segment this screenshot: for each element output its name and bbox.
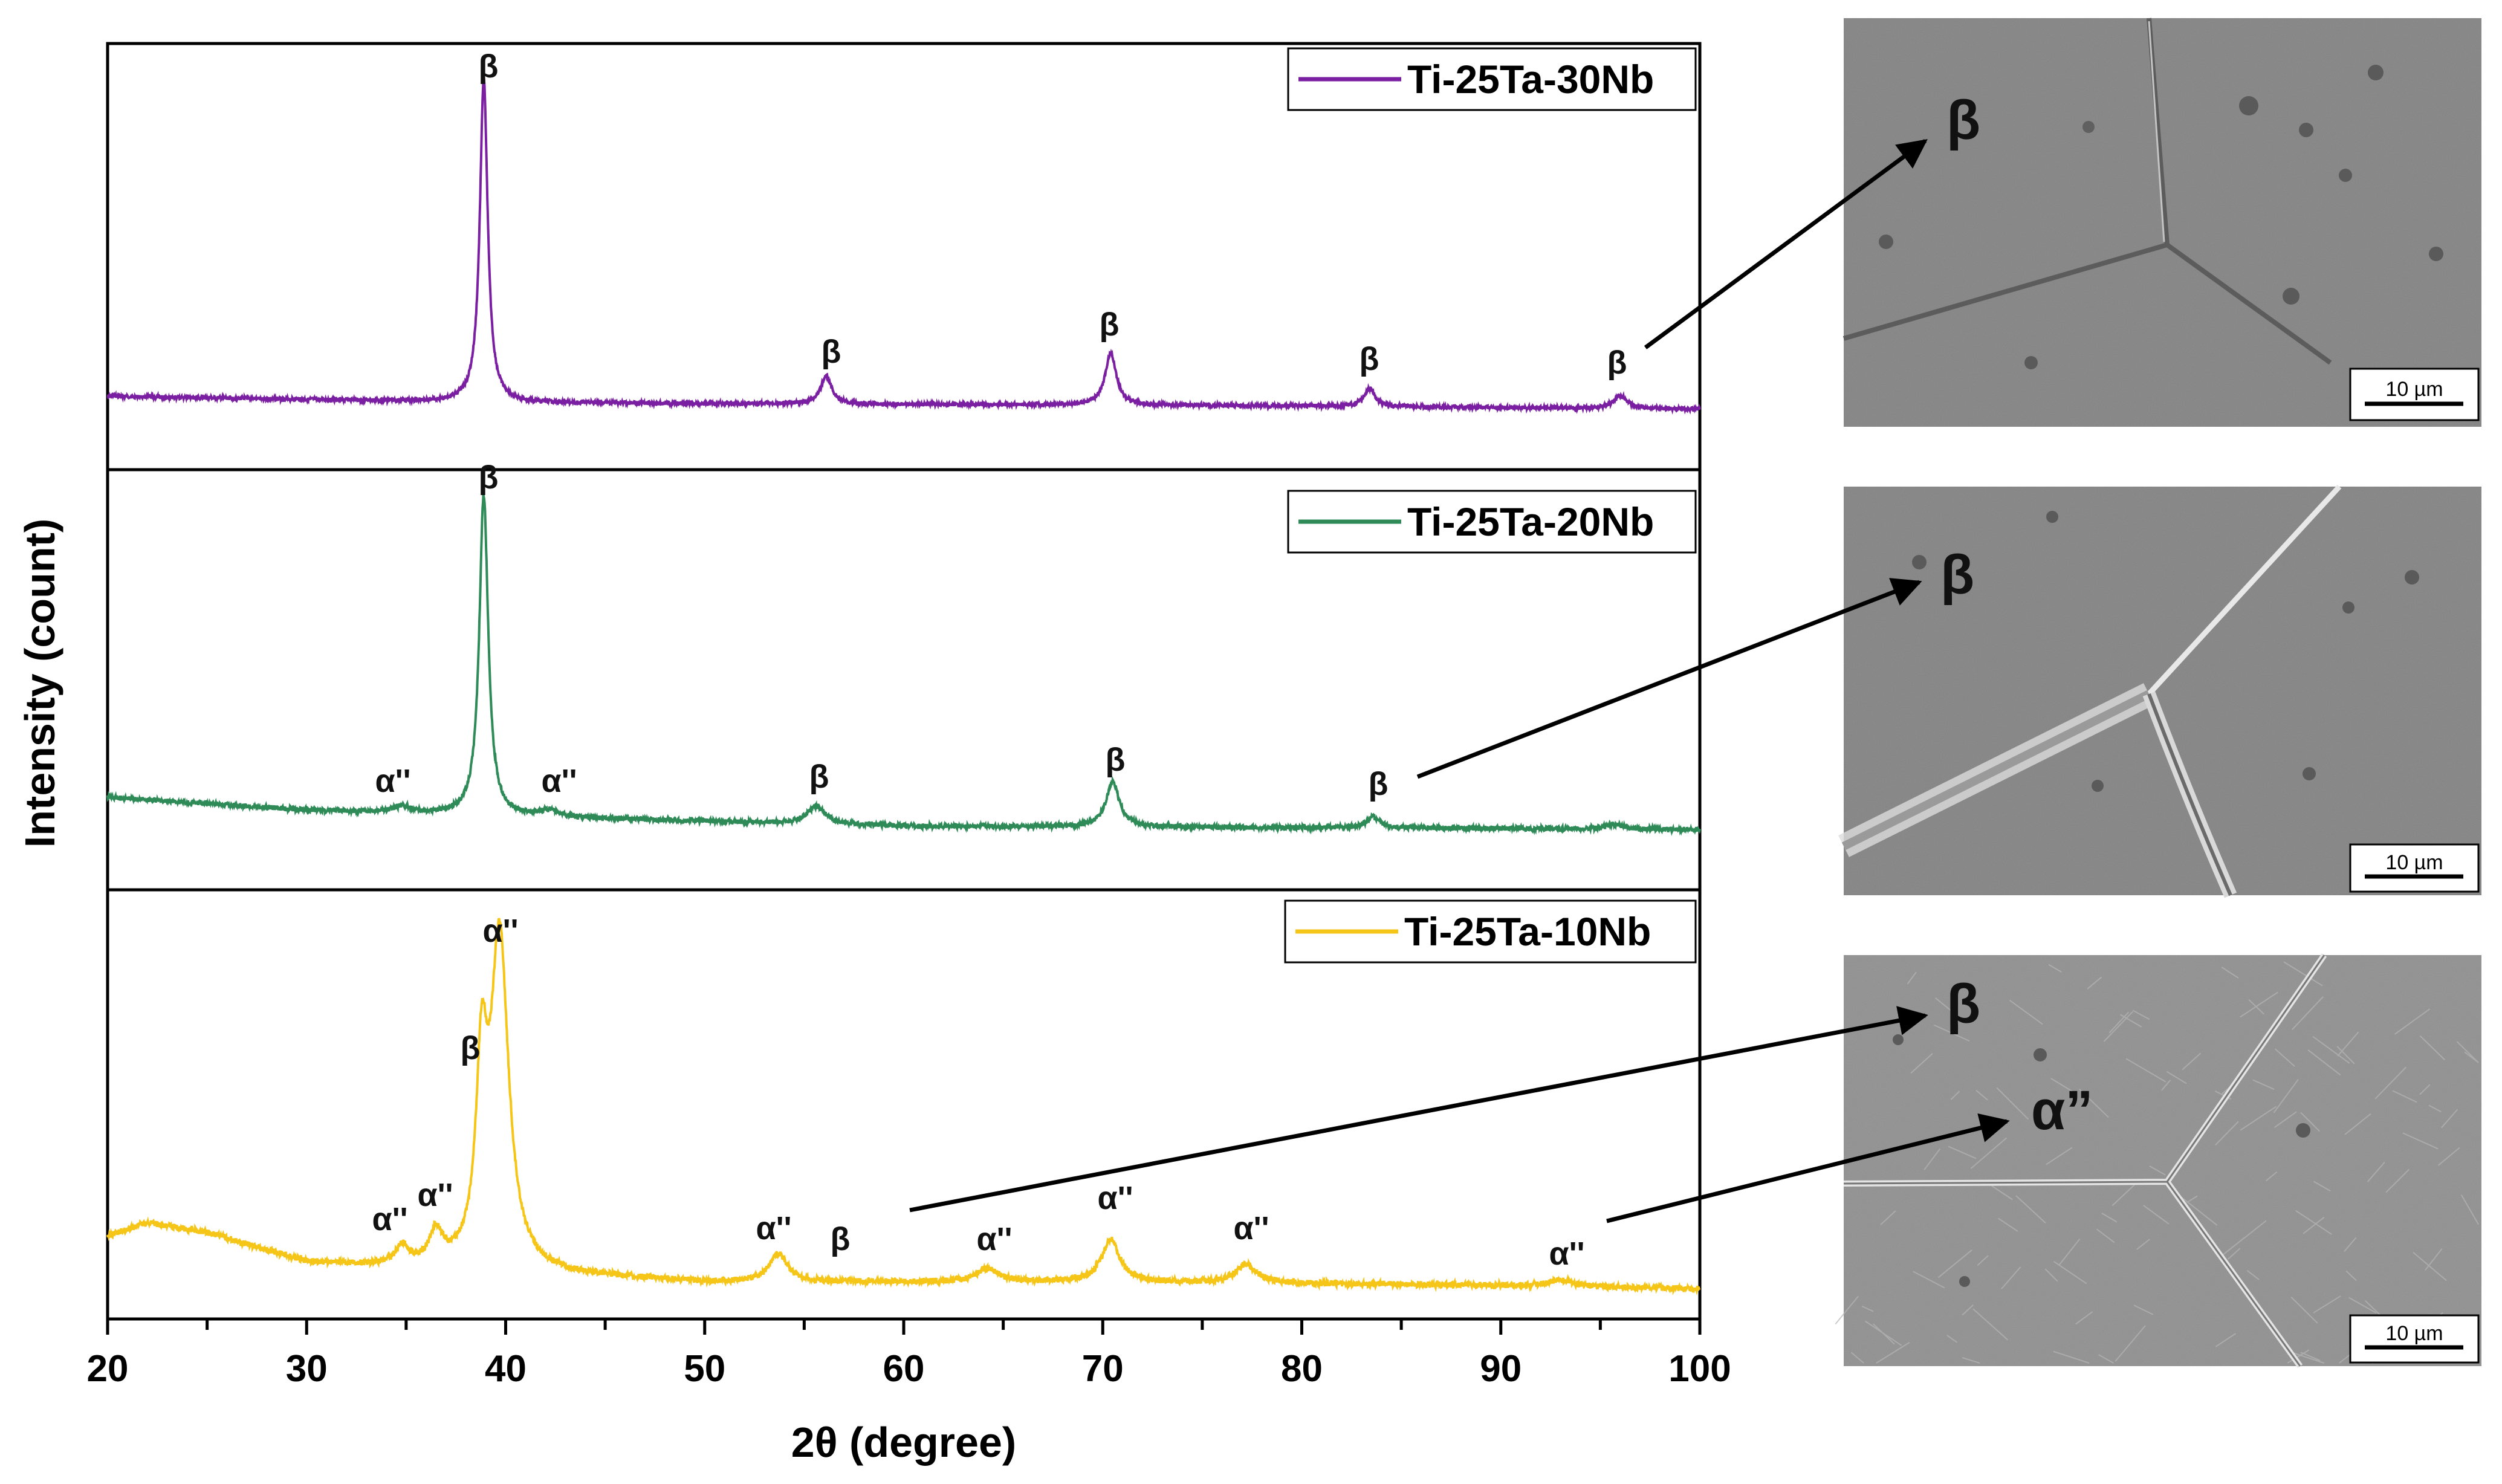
sem-micrograph-ti25ta10nb: β α” 10 µm [1835, 953, 2481, 1368]
sem-micrograph-ti25ta30nb: β 10 µm [1842, 18, 2481, 427]
svg-text:10 µm: 10 µm [2385, 1322, 2443, 1345]
sem-micrograph-ti25ta20nb: β 10 µm [1838, 484, 2481, 898]
peak-label: β [1369, 766, 1389, 802]
peak-label: β [461, 1030, 481, 1066]
peak-label: α'' [375, 763, 411, 799]
x-axis-tick-labels: 20 30 40 50 60 70 80 90 100 [87, 1348, 1731, 1390]
sem-phase-label-alpha: α” [2031, 1080, 2093, 1141]
peak-label: α'' [542, 763, 577, 799]
series-line-ti-25ta-20nb [106, 494, 1701, 837]
peak-label: α'' [372, 1201, 408, 1237]
peak-label: β [1360, 341, 1379, 377]
xrd-chart: β β β β β α'' β α'' β β β α'' α'' β α'' α'' β α'' α'' α'' α'… [16, 42, 1731, 1466]
arrow-30nb-beta [1644, 139, 1928, 349]
peak-label: α'' [977, 1221, 1013, 1257]
peak-labels: β β β β β α'' β α'' β β β α'' α'' β α'' α'' β α'' α'' α'' α'… [372, 48, 1627, 1272]
peak-label: α'' [483, 913, 519, 949]
x-axis-ticks [106, 1319, 1702, 1335]
sem-phase-label: β [1946, 89, 1980, 151]
x-tick-label: 70 [1082, 1348, 1124, 1390]
arrow-20nb-beta [1416, 578, 1922, 779]
x-tick-label: 50 [684, 1348, 725, 1390]
peak-label: β [809, 759, 829, 795]
peak-label: α'' [756, 1210, 792, 1246]
x-tick-label: 90 [1480, 1348, 1522, 1390]
x-tick-label: 30 [286, 1348, 328, 1390]
peak-label: β [831, 1221, 851, 1257]
x-tick-label: 20 [87, 1348, 129, 1390]
legend-label-ti25ta20nb: Ti-25Ta-20Nb [1407, 499, 1654, 544]
x-tick-label: 60 [883, 1348, 925, 1390]
peak-label: α'' [1549, 1236, 1585, 1272]
peak-label: β [1100, 306, 1120, 343]
xrd-traces [106, 77, 1701, 1295]
x-tick-label: 100 [1668, 1348, 1731, 1390]
scale-bar: 10 µm [2349, 368, 2480, 421]
series-line-ti-25ta-10nb [106, 918, 1701, 1295]
sem-phase-label: β [1940, 544, 1974, 606]
peak-label: α'' [1234, 1210, 1269, 1246]
peak-label: β [479, 48, 499, 85]
svg-text:10 µm: 10 µm [2385, 851, 2443, 874]
legend-ti25ta20nb: Ti-25Ta-20Nb [1287, 490, 1697, 554]
series-line-ti-25ta-30nb [106, 77, 1701, 415]
peak-label: α'' [418, 1177, 453, 1213]
arrow-10nb-alpha [1606, 1113, 2010, 1223]
plot-frame [106, 42, 1702, 1321]
peak-label: α'' [1098, 1180, 1133, 1216]
legend-ti25ta30nb: Ti-25Ta-30Nb [1287, 47, 1697, 111]
y-axis-title: Intensity (count) [16, 519, 63, 847]
peak-label: β [822, 334, 841, 370]
peak-label: β [1607, 345, 1627, 381]
grain-boundary [2147, 484, 2342, 696]
peak-label: β [479, 459, 499, 496]
arrow-10nb-beta [909, 1006, 1928, 1213]
legend-label-ti25ta30nb: Ti-25Ta-30Nb [1407, 57, 1654, 102]
peak-label: β [1106, 742, 1126, 778]
x-tick-label: 40 [485, 1348, 527, 1390]
legend-label-ti25ta10nb: Ti-25Ta-10Nb [1404, 909, 1651, 954]
sem-phase-label-beta: β [1946, 973, 1980, 1035]
scale-bar: 10 µm [2349, 1314, 2480, 1364]
legend-ti25ta10nb: Ti-25Ta-10Nb [1284, 899, 1697, 964]
x-tick-label: 80 [1281, 1348, 1323, 1390]
scale-bar: 10 µm [2349, 843, 2480, 893]
svg-text:10 µm: 10 µm [2385, 378, 2443, 401]
annotation-arrows [909, 139, 2010, 1223]
x-axis-title: 2θ (degree) [791, 1419, 1016, 1466]
